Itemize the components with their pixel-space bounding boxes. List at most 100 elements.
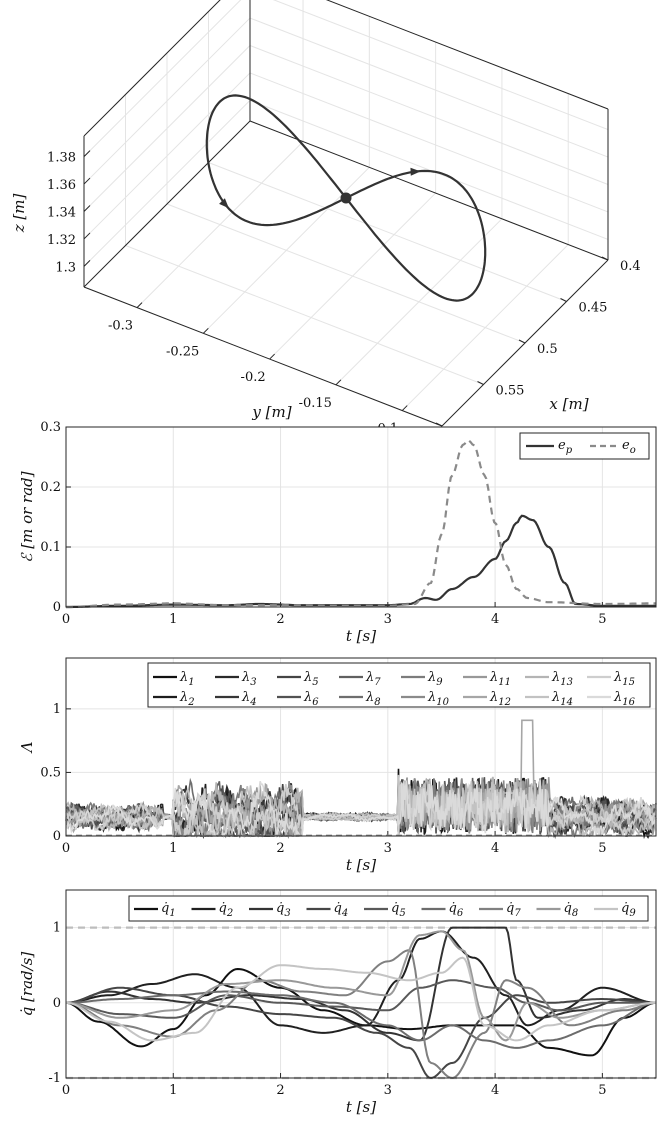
z-tick — [83, 205, 91, 212]
legend: q̇1 q̇2 q̇3 q̇4 q̇5 q̇6 q̇7 q̇8 q̇9 — [128, 895, 649, 922]
grid-line — [249, 72, 609, 213]
legend-label: ep — [558, 438, 573, 456]
y-axis-label: q̇ [rad/s] — [18, 952, 36, 1017]
series-line-qdot-8 — [65, 930, 656, 1042]
x-tick — [518, 339, 526, 344]
grid-line — [166, 203, 526, 344]
z-tick — [83, 260, 91, 267]
y-tick-label: 0.3 — [40, 420, 61, 435]
x-axis-label: t [s] — [346, 627, 376, 645]
z-tick-label: 1.34 — [47, 206, 76, 221]
x-tick-label: 2 — [276, 612, 284, 627]
legend-label: q̇8 — [564, 901, 579, 919]
legend-label: λ10 — [427, 690, 450, 708]
grid-line — [125, 245, 484, 385]
x-tick-label: 1 — [169, 612, 177, 627]
y-tick-label: 0 — [53, 996, 61, 1011]
y-tick-label: -0.2 — [241, 370, 266, 385]
x-tick-label: 3 — [384, 612, 392, 627]
grid-line — [249, 45, 609, 185]
y-tick-label: 0.2 — [40, 480, 61, 495]
axes-edge — [83, 0, 221, 137]
start-point-marker — [340, 192, 352, 204]
x-tick-label: 0 — [62, 1083, 70, 1098]
y-tick — [401, 405, 408, 411]
legend-label: eo — [622, 438, 636, 456]
legend-label: q̇2 — [219, 901, 234, 919]
legend-label: q̇5 — [391, 901, 406, 919]
x-tick — [477, 381, 484, 385]
legend-label: λ9 — [427, 670, 443, 688]
y-tick — [202, 327, 209, 334]
grid-line — [208, 162, 567, 302]
legend-label: λ13 — [551, 670, 573, 688]
y-axis-label: Λ — [18, 741, 36, 754]
y-tick — [269, 353, 275, 360]
x-tick-label: 1 — [169, 841, 177, 856]
panel-1: 0 1 2 3 4 5 0 0.1 0.2 0.3 t [s] ℰ [m or rad] ep eo — [18, 420, 657, 645]
legend-label: λ6 — [303, 690, 319, 708]
z-tick-label: 1.38 — [47, 151, 76, 166]
legend-label: λ1 — [179, 670, 195, 688]
legend-label: λ15 — [613, 670, 635, 688]
z-tick-label: 1.32 — [47, 233, 76, 248]
series-line-qdot-9 — [65, 956, 656, 1042]
legend-label: q̇6 — [449, 901, 464, 919]
z-tick-label: 1.36 — [47, 178, 76, 193]
legend-label: λ11 — [489, 670, 511, 688]
x-axis-label: t [s] — [346, 856, 376, 874]
axes-edge — [83, 120, 251, 288]
direction-arrow — [219, 198, 229, 209]
legend-label: q̇7 — [506, 901, 521, 919]
panel-2: 0 1 2 3 4 500.51t [s]Λλ1λ2λ3λ4λ5λ6λ7λ8λ9λ10λ1… — [18, 657, 657, 874]
legend-box — [147, 662, 651, 708]
series-line-eo — [66, 438, 656, 609]
z-tick — [83, 177, 91, 185]
x-tick-label: 3 — [384, 841, 392, 856]
x-tick-label: 0 — [62, 612, 70, 627]
y-tick-label: 1 — [53, 702, 61, 717]
x-tick — [601, 256, 609, 261]
y-tick-label: -0.3 — [108, 319, 133, 334]
plot-lines — [66, 438, 656, 609]
legend-label: λ4 — [241, 690, 257, 708]
legend-label: q̇3 — [276, 901, 291, 919]
axes-frame — [65, 657, 657, 837]
grid-line — [249, 99, 609, 240]
legend: ep eo — [519, 432, 650, 460]
x-tick-label: 2 — [276, 841, 284, 856]
series-line-qdot-3 — [65, 926, 656, 1042]
y-tick-label: 1 — [53, 921, 61, 936]
x-axis-label: t [s] — [346, 1098, 376, 1116]
x-tick-label: 2 — [276, 1083, 284, 1098]
y-axis-label: ℰ [m or rad] — [18, 471, 36, 562]
x-tick-label: 5 — [598, 612, 606, 627]
legend-label: λ2 — [179, 690, 195, 708]
x-tick — [560, 298, 567, 302]
x-tick — [435, 422, 443, 427]
x-tick-label: 4 — [491, 1083, 499, 1098]
legend-label: q̇9 — [621, 901, 636, 919]
x-tick-label: 0 — [62, 841, 70, 856]
axes-edge — [249, 120, 609, 261]
x-tick-label: 4 — [491, 841, 499, 856]
legend-label: λ7 — [365, 670, 381, 688]
x-tick-label: 0.5 — [537, 342, 558, 357]
legend-label: q̇1 — [161, 901, 176, 919]
y-tick — [136, 302, 143, 308]
direction-arrow — [410, 167, 421, 176]
grid-line — [249, 17, 609, 158]
legend-label: λ8 — [365, 690, 381, 708]
z-axis-label: z [m] — [10, 194, 28, 234]
legend-label: λ16 — [613, 690, 636, 708]
y-tick-label: 0.1 — [40, 540, 61, 555]
y-tick-label: -0.25 — [166, 344, 199, 359]
x-tick-label: 5 — [598, 841, 606, 856]
legend: λ1 λ2 λ3 λ4 λ5 λ6 λ7 λ8 λ9 λ10 λ11 λ12 λ13 λ14 λ15 λ16 — [147, 662, 651, 708]
plot-lines — [65, 719, 657, 840]
y-tick-label: 0.5 — [40, 765, 61, 780]
series-line-ep — [66, 514, 656, 609]
series-line-qdot-6 — [66, 990, 657, 1049]
